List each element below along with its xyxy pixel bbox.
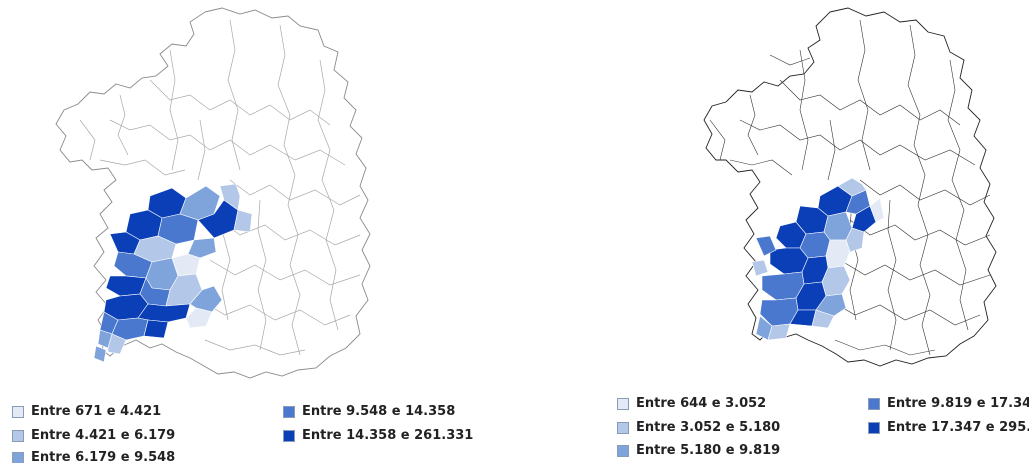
right-map-area (851, 205, 877, 233)
legend-swatch-icon (617, 421, 629, 434)
legend-swatch-icon (12, 429, 24, 442)
right-legend-item: Entre 644 e 3.052 (617, 396, 766, 411)
left-map (55, 7, 371, 379)
legend-label: Entre 5.180 e 9.819 (636, 443, 781, 458)
legend-swatch-icon (12, 451, 24, 463)
left-legend-item: Entre 14.358 e 261.331 (283, 428, 473, 443)
left-map-area (233, 209, 253, 233)
left-map-area (93, 345, 107, 363)
right-map-area (869, 197, 885, 223)
legend-label: Entre 671 e 4.421 (31, 404, 162, 419)
right-map (703, 7, 997, 367)
right-map-area (767, 323, 791, 341)
right-legend-item: Entre 3.052 e 5.180 (617, 420, 780, 435)
legend-swatch-icon (12, 405, 24, 418)
right-map-shaded-municipalities (751, 177, 885, 341)
legend-swatch-icon (617, 397, 629, 410)
left-map-municipality-lines (79, 19, 361, 356)
right-map-area (811, 309, 835, 329)
right-map-municipality-lines (709, 19, 991, 356)
right-map-area (751, 259, 769, 277)
legend-label: Entre 14.358 e 261.331 (302, 428, 474, 443)
right-legend-item: Entre 5.180 e 9.819 (617, 443, 780, 458)
left-legend-item: Entre 9.548 e 14.358 (283, 404, 455, 419)
legend-swatch-icon (617, 444, 629, 457)
left-map-area (185, 307, 213, 329)
legend-label: Entre 9.548 e 14.358 (302, 404, 456, 419)
left-map-shaded-municipalities (93, 183, 253, 363)
left-legend-item: Entre 6.179 e 9.548 (12, 450, 175, 463)
left-legend-item: Entre 4.421 e 6.179 (12, 428, 175, 443)
left-map-area (107, 333, 127, 355)
legend-swatch-icon (868, 421, 880, 434)
legend-label: Entre 6.179 e 9.548 (31, 450, 176, 463)
legend-label: Entre 644 e 3.052 (636, 396, 767, 411)
right-legend-item: Entre 17.347 e 295.364 (868, 420, 1029, 435)
legend-swatch-icon (868, 397, 880, 410)
left-map-area (187, 237, 217, 259)
right-map-area (815, 293, 847, 317)
right-map-area (837, 177, 867, 197)
left-legend-item: Entre 671 e 4.421 (12, 404, 161, 419)
legend-label: Entre 4.421 e 6.179 (31, 428, 176, 443)
right-legend-item: Entre 9.819 e 17.347 (868, 396, 1029, 411)
legend-swatch-icon (283, 429, 295, 442)
legend-label: Entre 9.819 e 17.347 (887, 396, 1029, 411)
legend-label: Entre 17.347 e 295.364 (887, 420, 1029, 435)
left-map-area (143, 319, 169, 339)
right-map-area (755, 235, 777, 257)
left-map-area (219, 183, 241, 211)
legend-label: Entre 3.052 e 5.180 (636, 420, 781, 435)
legend-swatch-icon (283, 405, 295, 418)
